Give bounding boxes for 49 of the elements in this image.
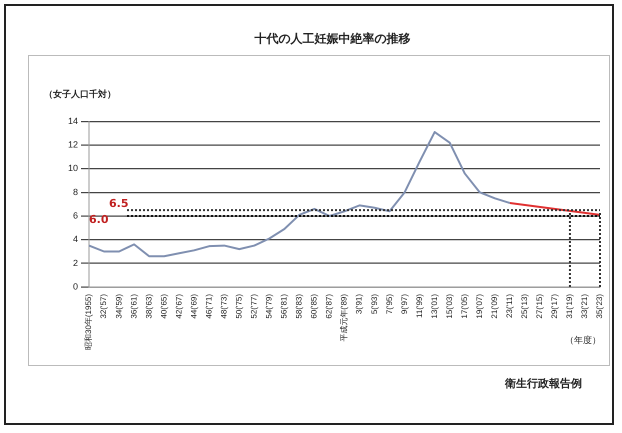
x-tick-label: 62('87) — [324, 294, 334, 319]
y-tick-label: 12 — [68, 140, 78, 150]
x-tick-label: 11('99) — [414, 294, 424, 318]
x-tick-label: 50('75) — [234, 294, 244, 319]
x-tick-label: 34('59) — [114, 294, 124, 319]
x-tick-label: 5('93) — [370, 294, 379, 314]
x-tick-label: 36('61) — [129, 294, 138, 319]
x-tick-label: 15('03) — [444, 294, 454, 319]
ref-line-label: 6.0 — [89, 212, 109, 226]
x-tick-label: 33('21) — [580, 294, 590, 319]
x-axis-title: （年度） — [565, 334, 601, 347]
x-tick-label: 19('07) — [474, 294, 484, 319]
x-tick-label: 35('23) — [595, 294, 604, 319]
x-tick-label: 32('57) — [99, 294, 108, 319]
y-tick-label: 8 — [72, 186, 78, 197]
y-tick-label: 6 — [72, 210, 78, 220]
x-tick-label: 昭和30年(1955) — [84, 294, 94, 350]
x-tick-label: 54('79) — [264, 294, 274, 319]
chart-title: 十代の人工妊娠中絶率の推移 — [254, 31, 410, 46]
y-tick-label: 0 — [72, 281, 78, 292]
x-tick-label: 56('81) — [280, 294, 289, 319]
x-tick-label: 27('15) — [535, 294, 544, 319]
x-tick-label: 21('09) — [490, 294, 499, 319]
x-tick-label: 3('91) — [354, 294, 364, 314]
x-tick-label: 46('71) — [204, 294, 214, 319]
x-tick-label: 42('67) — [174, 294, 184, 319]
y-tick-label: 14 — [68, 116, 78, 126]
x-tick-label: 31('19) — [565, 294, 574, 319]
x-tick-label: 23('11) — [505, 294, 514, 318]
text: 衛生行政報告例 — [505, 376, 582, 391]
y-tick-label: 2 — [72, 258, 78, 268]
y-tick-label: 10 — [68, 163, 78, 174]
y-tick-label: 4 — [72, 234, 78, 244]
x-tick-label: 13('01) — [430, 294, 439, 319]
x-tick-label: 38('63) — [144, 294, 154, 319]
x-tick-label: 29('17) — [550, 294, 560, 319]
x-tick-label: 48('73) — [219, 294, 228, 319]
x-tick-label: 17('05) — [460, 294, 469, 319]
x-tick-label: 7('95) — [384, 294, 394, 314]
ref-line-label: 6.5 — [109, 196, 129, 210]
y-axis-title: （女子人口千対） — [44, 88, 116, 101]
x-tick-label: 58('83) — [294, 294, 304, 319]
x-tick-label: 25('13) — [520, 294, 530, 319]
x-tick-label: 52('77) — [250, 294, 259, 319]
x-tick-label: 60('85) — [310, 294, 319, 319]
x-tick-label: 44('69) — [189, 294, 198, 319]
x-tick-label: 平成元年('89) — [340, 294, 349, 342]
x-tick-label: 9('97) — [400, 294, 409, 314]
x-tick-label: 40('65) — [159, 294, 168, 319]
